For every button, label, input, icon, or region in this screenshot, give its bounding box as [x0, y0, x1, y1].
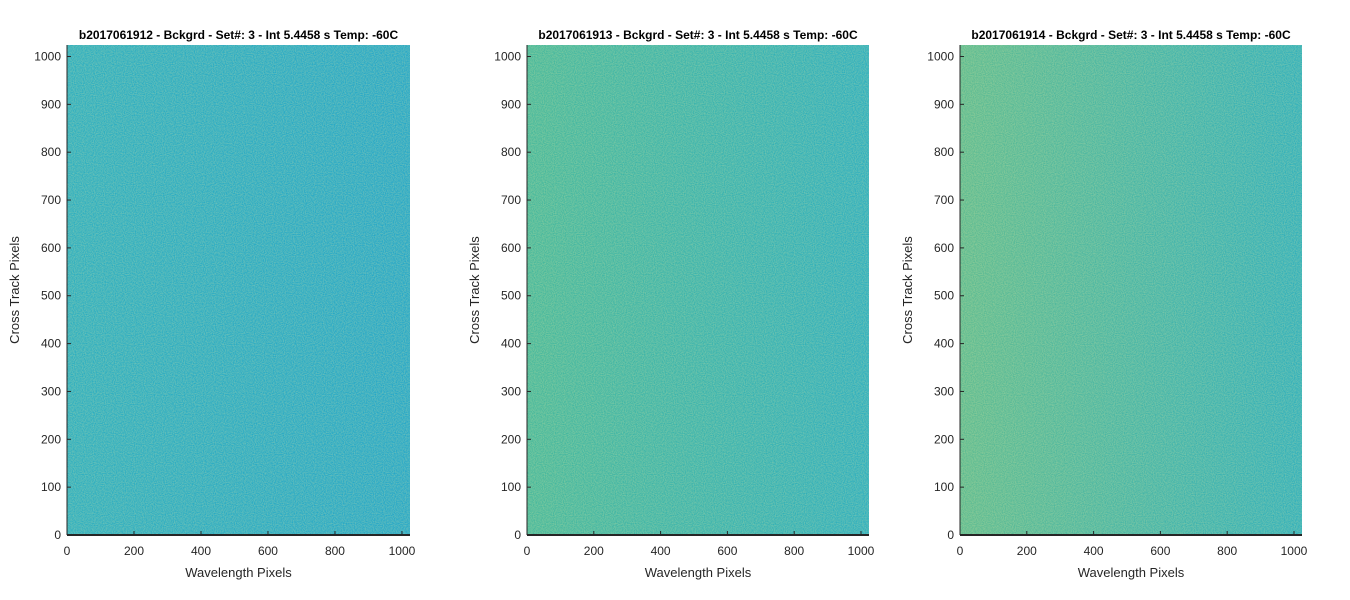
y-tick-label: 1000: [927, 49, 954, 63]
y-tick-label: 500: [41, 289, 61, 303]
y-tick-label: 700: [41, 193, 61, 207]
y-tick-label: 900: [41, 97, 61, 111]
x-tick-label: 0: [524, 544, 531, 558]
x-tick-label: 0: [64, 544, 71, 558]
y-tick-label: 800: [934, 145, 954, 159]
y-tick-label: 200: [934, 432, 954, 446]
y-tick-label: 100: [934, 480, 954, 494]
y-tick-label: 1000: [494, 49, 521, 63]
y-tick-label: 400: [934, 337, 954, 351]
x-tick-label: 600: [1150, 544, 1170, 558]
y-tick-label: 700: [501, 193, 521, 207]
x-tick-label: 400: [651, 544, 671, 558]
chart-title: b2017061912 - Bckgrd - Set#: 3 - Int 5.4…: [79, 28, 399, 42]
x-tick-label: 1000: [1281, 544, 1308, 558]
x-tick-label: 800: [784, 544, 804, 558]
y-tick-label: 400: [41, 337, 61, 351]
y-tick-label: 300: [501, 384, 521, 398]
y-tick-label: 300: [934, 384, 954, 398]
x-tick-label: 1000: [848, 544, 875, 558]
chart-title: b2017061914 - Bckgrd - Set#: 3 - Int 5.4…: [971, 28, 1291, 42]
x-axis-label: Wavelength Pixels: [645, 565, 752, 580]
chart-title: b2017061913 - Bckgrd - Set#: 3 - Int 5.4…: [538, 28, 858, 42]
y-tick-label: 200: [501, 432, 521, 446]
y-tick-label: 500: [934, 289, 954, 303]
y-tick-label: 1000: [34, 49, 61, 63]
y-tick-label: 400: [501, 337, 521, 351]
heatmap-panel-2: b2017061913 - Bckgrd - Set#: 3 - Int 5.4…: [467, 28, 875, 580]
x-tick-label: 200: [1017, 544, 1037, 558]
x-tick-label: 200: [124, 544, 144, 558]
x-tick-label: 0: [957, 544, 964, 558]
y-axis-label: Cross Track Pixels: [900, 236, 915, 344]
y-tick-label: 500: [501, 289, 521, 303]
y-axis-label: Cross Track Pixels: [7, 236, 22, 344]
x-tick-label: 200: [584, 544, 604, 558]
x-axis-label: Wavelength Pixels: [185, 565, 292, 580]
x-tick-label: 600: [717, 544, 737, 558]
heatmap-panel-3: b2017061914 - Bckgrd - Set#: 3 - Int 5.4…: [900, 28, 1308, 580]
y-tick-label: 600: [934, 241, 954, 255]
y-tick-label: 100: [41, 480, 61, 494]
x-tick-label: 400: [1084, 544, 1104, 558]
x-tick-label: 1000: [389, 544, 416, 558]
y-tick-label: 700: [934, 193, 954, 207]
x-tick-label: 600: [258, 544, 278, 558]
y-axis-label: Cross Track Pixels: [467, 236, 482, 344]
x-tick-label: 400: [191, 544, 211, 558]
heatmap-panel-1: b2017061912 - Bckgrd - Set#: 3 - Int 5.4…: [7, 28, 416, 580]
x-tick-label: 800: [325, 544, 345, 558]
y-tick-label: 800: [41, 145, 61, 159]
y-tick-label: 0: [54, 528, 61, 542]
y-tick-label: 600: [501, 241, 521, 255]
x-axis-label: Wavelength Pixels: [1078, 565, 1185, 580]
x-tick-label: 800: [1217, 544, 1237, 558]
heatmap-noise: [67, 45, 410, 535]
y-tick-label: 0: [947, 528, 954, 542]
y-tick-label: 0: [514, 528, 521, 542]
y-tick-label: 100: [501, 480, 521, 494]
y-tick-label: 800: [501, 145, 521, 159]
y-tick-label: 900: [501, 97, 521, 111]
y-tick-label: 300: [41, 384, 61, 398]
heatmap-noise: [960, 45, 1302, 535]
y-tick-label: 900: [934, 97, 954, 111]
y-tick-label: 200: [41, 432, 61, 446]
heatmap-noise: [527, 45, 869, 535]
y-tick-label: 600: [41, 241, 61, 255]
